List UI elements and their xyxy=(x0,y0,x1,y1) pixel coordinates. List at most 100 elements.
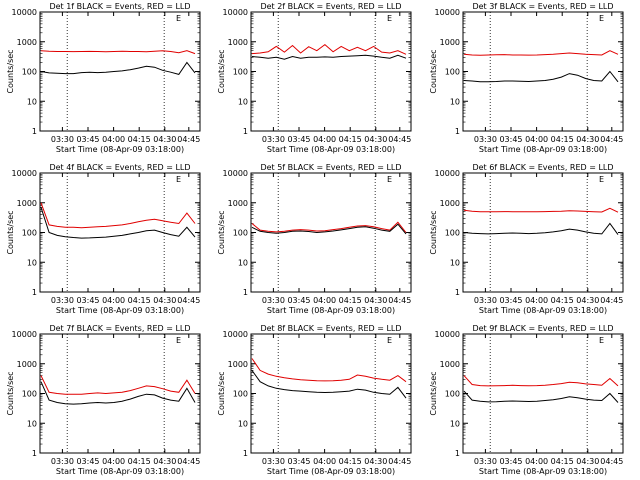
y-tick-label: 1000 xyxy=(17,360,37,369)
y-tick-label: 10 xyxy=(450,419,460,428)
detector-panel: Det 8f BLACK = Events, RED = LLD 1 10 100 10… xyxy=(217,324,412,476)
plot-frame xyxy=(250,172,412,293)
lld-series-line xyxy=(40,50,196,55)
marker-label: E xyxy=(599,175,604,184)
y-tick-label: 1000 xyxy=(440,38,460,47)
y-tick-label: 10000 xyxy=(435,330,460,339)
y-tick-label: 10000 xyxy=(223,330,248,339)
x-tick-label: 04:45 xyxy=(600,457,623,466)
x-tick-label: 04:45 xyxy=(388,457,411,466)
x-tick-label: 04:15 xyxy=(551,135,574,144)
x-tick-label: 04:15 xyxy=(551,457,574,466)
x-tick-label: 04:45 xyxy=(177,135,200,144)
detector-panel: Det 7f BLACK = Events, RED = LLD 1 10 100 10… xyxy=(6,324,201,476)
y-tick-label: 100 xyxy=(233,390,248,399)
y-tick-label: 10000 xyxy=(12,169,37,178)
x-axis-label: Start Time (08-Apr-09 03:18:00) xyxy=(479,306,607,315)
y-tick-label: 1 xyxy=(455,449,460,458)
x-tick-label: 04:45 xyxy=(177,296,200,305)
y-axis-label: Counts/sec xyxy=(217,49,226,93)
y-tick-label: 1000 xyxy=(17,199,37,208)
y-tick-label: 1000 xyxy=(440,199,460,208)
x-axis-label: Start Time (08-Apr-09 03:18:00) xyxy=(267,145,395,154)
x-tick-label: 03:30 xyxy=(262,296,285,305)
y-axis-label: Counts/sec xyxy=(6,371,15,415)
y-tick-label: 1 xyxy=(32,288,37,297)
y-tick-label: 1 xyxy=(243,449,248,458)
y-axis-label: Counts/sec xyxy=(217,371,226,415)
x-tick-label: 03:30 xyxy=(262,135,285,144)
y-tick-label: 1000 xyxy=(228,38,248,47)
y-tick-label: 10000 xyxy=(223,8,248,17)
x-axis-label: Start Time (08-Apr-09 03:18:00) xyxy=(479,145,607,154)
events-series-line xyxy=(463,222,619,235)
events-series-line xyxy=(251,370,407,399)
y-tick-label: 100 xyxy=(22,390,37,399)
marker-label: E xyxy=(387,14,392,23)
lld-series-line xyxy=(40,375,196,395)
y-tick-label: 1 xyxy=(243,127,248,136)
y-tick-label: 10000 xyxy=(12,330,37,339)
plot-frame xyxy=(39,333,201,454)
events-series-line xyxy=(40,207,196,239)
plot-frame xyxy=(462,11,624,132)
y-tick-label: 10000 xyxy=(435,169,460,178)
panel-title: Det 2f BLACK = Events, RED = LLD xyxy=(260,2,401,11)
panel-title: Det 9f BLACK = Events, RED = LLD xyxy=(472,324,613,333)
x-tick-label: 04:00 xyxy=(313,457,336,466)
x-tick-label: 04:00 xyxy=(102,457,125,466)
panel-title: Det 6f BLACK = Events, RED = LLD xyxy=(472,163,613,172)
plot-frame xyxy=(462,333,624,454)
x-tick-label: 04:15 xyxy=(128,457,151,466)
x-tick-label: 04:15 xyxy=(128,135,151,144)
x-tick-label: 03:45 xyxy=(76,135,99,144)
x-tick-label: 04:00 xyxy=(525,296,548,305)
detector-panel: Det 9f BLACK = Events, RED = LLD 1 10 100 10… xyxy=(429,324,624,476)
y-axis-label: Counts/sec xyxy=(6,210,15,254)
x-tick-label: 03:45 xyxy=(499,296,522,305)
lld-series-line xyxy=(251,43,407,55)
x-tick-label: 04:45 xyxy=(388,135,411,144)
marker-label: E xyxy=(599,336,604,345)
x-tick-label: 04:00 xyxy=(313,135,336,144)
marker-label: E xyxy=(176,14,181,23)
detector-panel: Det 2f BLACK = Events, RED = LLD 1 10 100 10… xyxy=(217,2,412,154)
x-tick-label: 03:30 xyxy=(51,457,74,466)
detector-panel: Det 5f BLACK = Events, RED = LLD 1 10 100 10… xyxy=(217,163,412,315)
x-axis-label: Start Time (08-Apr-09 03:18:00) xyxy=(56,145,184,154)
x-tick-label: 04:15 xyxy=(551,296,574,305)
y-axis-label: Counts/sec xyxy=(429,210,438,254)
x-tick-label: 04:00 xyxy=(102,296,125,305)
x-tick-label: 04:30 xyxy=(364,457,387,466)
x-tick-label: 03:30 xyxy=(51,135,74,144)
x-tick-label: 03:45 xyxy=(499,135,522,144)
panel-title: Det 5f BLACK = Events, RED = LLD xyxy=(260,163,401,172)
x-tick-label: 04:30 xyxy=(153,135,176,144)
x-tick-label: 03:45 xyxy=(287,457,310,466)
y-tick-label: 10 xyxy=(238,97,248,106)
y-tick-label: 10 xyxy=(27,419,37,428)
events-series-line xyxy=(463,70,619,83)
lld-series-line xyxy=(463,207,619,213)
y-tick-label: 100 xyxy=(445,68,460,77)
y-axis-label: Counts/sec xyxy=(429,49,438,93)
x-tick-label: 03:30 xyxy=(262,457,285,466)
detector-panel: Det 1f BLACK = Events, RED = LLD 1 10 100 10… xyxy=(6,2,201,154)
x-tick-label: 04:00 xyxy=(102,135,125,144)
x-axis-label: Start Time (08-Apr-09 03:18:00) xyxy=(56,306,184,315)
y-tick-label: 1000 xyxy=(440,360,460,369)
x-tick-label: 03:45 xyxy=(287,135,310,144)
x-tick-label: 03:30 xyxy=(51,296,74,305)
y-tick-label: 1000 xyxy=(228,199,248,208)
y-tick-label: 100 xyxy=(22,229,37,238)
y-tick-label: 100 xyxy=(445,390,460,399)
panel-title: Det 7f BLACK = Events, RED = LLD xyxy=(49,324,190,333)
x-tick-label: 04:15 xyxy=(339,457,362,466)
y-tick-label: 10 xyxy=(238,419,248,428)
x-tick-label: 04:30 xyxy=(153,296,176,305)
x-tick-label: 04:30 xyxy=(153,457,176,466)
y-axis-label: Counts/sec xyxy=(429,371,438,415)
y-tick-label: 1 xyxy=(455,127,460,136)
x-tick-label: 03:45 xyxy=(499,457,522,466)
